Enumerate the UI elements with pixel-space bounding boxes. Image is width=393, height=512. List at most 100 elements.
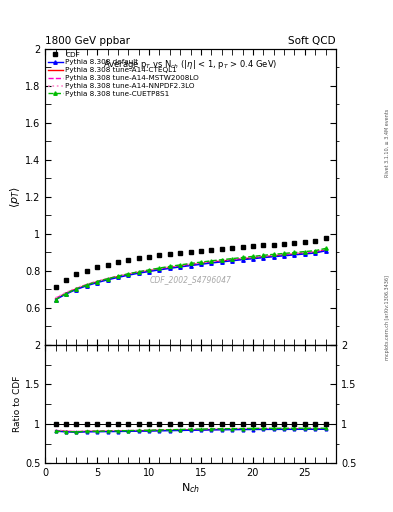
CDF xyxy=(303,239,307,245)
Pythia 8.308 tune-A14-MSTW2008LO xyxy=(251,254,255,261)
Text: Average p$_T$ vs N$_{ch}$ (|$\eta$| < 1, p$_T$ > 0.4 GeV): Average p$_T$ vs N$_{ch}$ (|$\eta$| < 1,… xyxy=(103,57,278,71)
Pythia 8.308 tune-A14-MSTW2008LO xyxy=(74,285,79,291)
CDF xyxy=(95,264,99,270)
Pythia 8.308 tune-CUETP8S1 xyxy=(313,248,318,254)
CDF xyxy=(282,241,286,247)
Pythia 8.308 default xyxy=(251,255,255,262)
Pythia 8.308 tune-A14-NNPDF2.3LO xyxy=(198,260,203,266)
Pythia 8.308 tune-A14-CTEQL1 xyxy=(198,260,203,266)
Pythia 8.308 tune-A14-NNPDF2.3LO xyxy=(323,246,328,252)
CDF xyxy=(126,257,130,263)
Pythia 8.308 default xyxy=(261,254,266,261)
Pythia 8.308 tune-A14-NNPDF2.3LO xyxy=(303,249,307,255)
Text: Soft QCD: Soft QCD xyxy=(288,36,336,46)
Pythia 8.308 tune-A14-NNPDF2.3LO xyxy=(167,264,172,270)
Pythia 8.308 tune-A14-CTEQL1 xyxy=(313,249,318,255)
Pythia 8.308 default xyxy=(116,274,120,281)
Pythia 8.308 default xyxy=(230,258,235,264)
Pythia 8.308 tune-A14-MSTW2008LO xyxy=(313,249,318,255)
Pythia 8.308 tune-A14-NNPDF2.3LO xyxy=(230,257,235,263)
Pythia 8.308 default xyxy=(64,291,68,297)
Pythia 8.308 tune-A14-MSTW2008LO xyxy=(230,257,235,263)
Pythia 8.308 tune-A14-MSTW2008LO xyxy=(292,250,297,257)
Pythia 8.308 tune-A14-MSTW2008LO xyxy=(282,251,286,258)
Pythia 8.308 tune-CUETP8S1 xyxy=(105,275,110,282)
Pythia 8.308 tune-CUETP8S1 xyxy=(240,254,245,261)
Pythia 8.308 tune-A14-NNPDF2.3LO xyxy=(64,289,68,295)
Pythia 8.308 tune-A14-CTEQL1 xyxy=(84,282,89,288)
Pythia 8.308 tune-A14-NNPDF2.3LO xyxy=(209,259,214,265)
Pythia 8.308 tune-CUETP8S1 xyxy=(84,282,89,288)
CDF xyxy=(84,268,89,274)
Pythia 8.308 tune-A14-NNPDF2.3LO xyxy=(147,267,151,273)
Pythia 8.308 tune-CUETP8S1 xyxy=(282,250,286,257)
Pythia 8.308 tune-CUETP8S1 xyxy=(271,251,276,258)
Pythia 8.308 tune-A14-CTEQL1 xyxy=(116,273,120,280)
Pythia 8.308 tune-A14-NNPDF2.3LO xyxy=(178,262,183,268)
CDF xyxy=(292,240,297,246)
Pythia 8.308 tune-A14-MSTW2008LO xyxy=(95,279,99,285)
Pythia 8.308 tune-A14-MSTW2008LO xyxy=(64,290,68,296)
Pythia 8.308 tune-A14-MSTW2008LO xyxy=(240,255,245,262)
Pythia 8.308 default xyxy=(74,286,79,292)
Pythia 8.308 tune-A14-NNPDF2.3LO xyxy=(105,275,110,282)
Pythia 8.308 tune-CUETP8S1 xyxy=(292,249,297,255)
Pythia 8.308 tune-A14-CTEQL1 xyxy=(292,251,297,257)
Pythia 8.308 tune-A14-MSTW2008LO xyxy=(147,267,151,273)
Pythia 8.308 tune-A14-MSTW2008LO xyxy=(167,264,172,270)
Pythia 8.308 tune-A14-CTEQL1 xyxy=(219,258,224,264)
CDF xyxy=(167,251,172,257)
Pythia 8.308 tune-CUETP8S1 xyxy=(116,273,120,279)
Pythia 8.308 tune-A14-NNPDF2.3LO xyxy=(188,261,193,267)
Pythia 8.308 default xyxy=(157,267,162,273)
Pythia 8.308 tune-A14-MSTW2008LO xyxy=(157,266,162,272)
Line: Pythia 8.308 tune-A14-MSTW2008LO: Pythia 8.308 tune-A14-MSTW2008LO xyxy=(55,250,326,298)
Pythia 8.308 tune-A14-MSTW2008LO xyxy=(303,249,307,255)
Pythia 8.308 tune-A14-NNPDF2.3LO xyxy=(251,254,255,261)
CDF xyxy=(219,246,224,252)
Pythia 8.308 tune-A14-MSTW2008LO xyxy=(126,271,130,277)
Pythia 8.308 tune-A14-NNPDF2.3LO xyxy=(53,295,58,301)
Pythia 8.308 tune-CUETP8S1 xyxy=(167,263,172,269)
CDF xyxy=(105,262,110,268)
Pythia 8.308 tune-A14-CTEQL1 xyxy=(136,269,141,275)
CDF xyxy=(198,248,203,254)
Pythia 8.308 tune-A14-CTEQL1 xyxy=(282,252,286,258)
Pythia 8.308 default xyxy=(105,277,110,283)
Legend: CDF, Pythia 8.308 default, Pythia 8.308 tune-A14-CTEQL1, Pythia 8.308 tune-A14-M: CDF, Pythia 8.308 default, Pythia 8.308 … xyxy=(47,50,200,98)
Pythia 8.308 tune-A14-CTEQL1 xyxy=(188,262,193,268)
Pythia 8.308 default xyxy=(84,283,89,289)
Line: Pythia 8.308 tune-CUETP8S1: Pythia 8.308 tune-CUETP8S1 xyxy=(54,247,327,302)
Pythia 8.308 tune-A14-CTEQL1 xyxy=(157,266,162,272)
CDF xyxy=(157,252,162,259)
Pythia 8.308 tune-A14-NNPDF2.3LO xyxy=(240,255,245,261)
Pythia 8.308 tune-A14-MSTW2008LO xyxy=(116,273,120,279)
Pythia 8.308 default xyxy=(271,253,276,260)
Pythia 8.308 default xyxy=(147,268,151,274)
Pythia 8.308 tune-A14-NNPDF2.3LO xyxy=(313,248,318,254)
Pythia 8.308 tune-CUETP8S1 xyxy=(53,296,58,303)
Pythia 8.308 tune-A14-NNPDF2.3LO xyxy=(219,258,224,264)
Pythia 8.308 tune-A14-NNPDF2.3LO xyxy=(136,269,141,275)
Line: Pythia 8.308 tune-A14-NNPDF2.3LO: Pythia 8.308 tune-A14-NNPDF2.3LO xyxy=(55,249,326,298)
Pythia 8.308 tune-A14-NNPDF2.3LO xyxy=(84,281,89,287)
Pythia 8.308 tune-A14-CTEQL1 xyxy=(261,253,266,260)
Pythia 8.308 tune-A14-NNPDF2.3LO xyxy=(74,285,79,291)
Pythia 8.308 default xyxy=(136,270,141,276)
CDF xyxy=(313,238,318,244)
Pythia 8.308 tune-A14-MSTW2008LO xyxy=(178,263,183,269)
Pythia 8.308 tune-A14-CTEQL1 xyxy=(323,247,328,253)
Pythia 8.308 tune-CUETP8S1 xyxy=(64,290,68,296)
CDF xyxy=(116,259,120,265)
Line: CDF: CDF xyxy=(53,236,328,290)
CDF xyxy=(323,236,328,242)
Text: 1800 GeV ppbar: 1800 GeV ppbar xyxy=(45,36,130,46)
Pythia 8.308 tune-A14-NNPDF2.3LO xyxy=(271,252,276,259)
Pythia 8.308 tune-A14-CTEQL1 xyxy=(147,268,151,274)
Pythia 8.308 tune-CUETP8S1 xyxy=(74,286,79,292)
Pythia 8.308 tune-A14-CTEQL1 xyxy=(95,279,99,285)
Pythia 8.308 tune-A14-MSTW2008LO xyxy=(271,252,276,259)
CDF xyxy=(251,243,255,249)
Pythia 8.308 tune-CUETP8S1 xyxy=(198,259,203,265)
CDF xyxy=(64,277,68,283)
